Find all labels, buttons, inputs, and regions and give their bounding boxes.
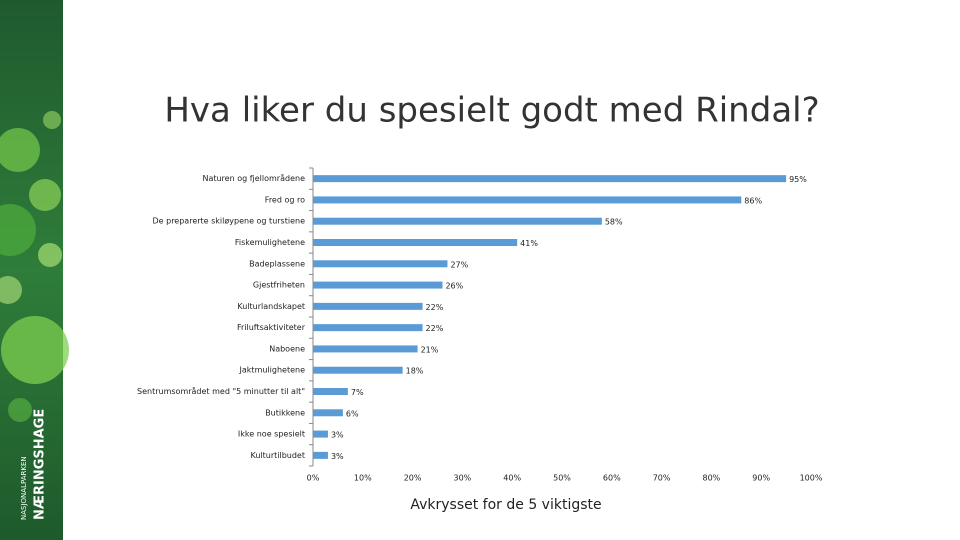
sidebar: NASJONALPARKEN NÆRINGSHAGE	[0, 0, 69, 540]
bar	[313, 260, 448, 268]
x-tick-label: 40%	[503, 474, 521, 483]
bar	[313, 451, 328, 459]
y-tick-label: Naboene	[269, 344, 305, 353]
decor-circle	[8, 398, 32, 422]
y-tick-label: Gjestfriheten	[253, 281, 305, 290]
y-tick-label: Naturen og fjellområdene	[202, 173, 305, 183]
y-tick-label: Kulturlandskapet	[237, 302, 305, 311]
bar	[313, 345, 418, 353]
decor-circle	[0, 128, 40, 172]
brand: NÆRINGSHAGE	[33, 409, 48, 520]
bar	[313, 409, 343, 417]
decor-circle	[43, 111, 61, 129]
value-label: 95%	[789, 175, 807, 184]
decor-circle	[0, 204, 36, 256]
value-label: 6%	[346, 409, 359, 418]
value-label: 58%	[605, 218, 623, 227]
x-tick-label: 100%	[800, 474, 823, 483]
y-tick-label: De preparerte skiløypene og turstiene	[152, 217, 305, 226]
chart-title: Hva liker du spesielt godt med Rindal?	[164, 91, 819, 131]
x-tick-label: 0%	[307, 474, 320, 483]
sidebar-bg	[0, 0, 63, 540]
value-label: 7%	[351, 388, 364, 397]
x-axis-label: Avkrysset for de 5 viktigste	[410, 497, 601, 513]
bar	[313, 388, 348, 395]
decor-circle	[29, 179, 61, 211]
value-label: 21%	[421, 345, 439, 354]
y-tick-label: Fred og ro	[265, 195, 305, 204]
value-label: 3%	[331, 431, 344, 440]
y-tick-label: Sentrumsområdet med "5 minutter til alt"	[137, 386, 305, 396]
value-label: 22%	[426, 303, 444, 312]
x-tick-label: 90%	[752, 474, 770, 483]
y-tick-label: Kulturtilbudet	[250, 451, 305, 460]
value-label: 3%	[331, 452, 344, 461]
bar	[313, 430, 328, 438]
value-label: 27%	[450, 260, 468, 269]
value-label: 26%	[445, 282, 463, 291]
decor-circle	[0, 276, 22, 304]
y-tick-label: Friluftsaktiviteter	[237, 323, 306, 332]
decor-circle	[1, 316, 69, 384]
bar	[313, 196, 742, 204]
bar	[313, 239, 518, 246]
bar	[313, 302, 423, 310]
value-label: 41%	[520, 239, 538, 248]
x-tick-label: 50%	[553, 474, 571, 483]
x-tick-label: 80%	[703, 474, 721, 483]
bar	[313, 175, 787, 183]
y-tick-label: Fiskemulighetene	[235, 238, 305, 247]
y-tick-label: Jaktmulighetene	[239, 366, 306, 375]
bar	[313, 281, 443, 289]
x-tick-label: 70%	[653, 474, 671, 483]
y-tick-label: Butikkene	[265, 408, 305, 417]
value-label: 86%	[744, 196, 762, 205]
bar	[313, 217, 602, 225]
x-tick-label: 60%	[603, 474, 621, 483]
x-tick-label: 30%	[454, 474, 472, 483]
y-tick-label: Ikke noe spesielt	[238, 430, 305, 439]
decor-circle	[38, 243, 62, 267]
value-label: 18%	[406, 367, 424, 376]
y-tick-label: Badeplassene	[249, 259, 305, 268]
x-tick-label: 20%	[404, 474, 422, 483]
bar	[313, 324, 423, 332]
bar	[313, 366, 403, 374]
value-label: 22%	[426, 324, 444, 333]
brand-small: NASJONALPARKEN	[20, 456, 28, 520]
x-tick-label: 10%	[354, 474, 372, 483]
